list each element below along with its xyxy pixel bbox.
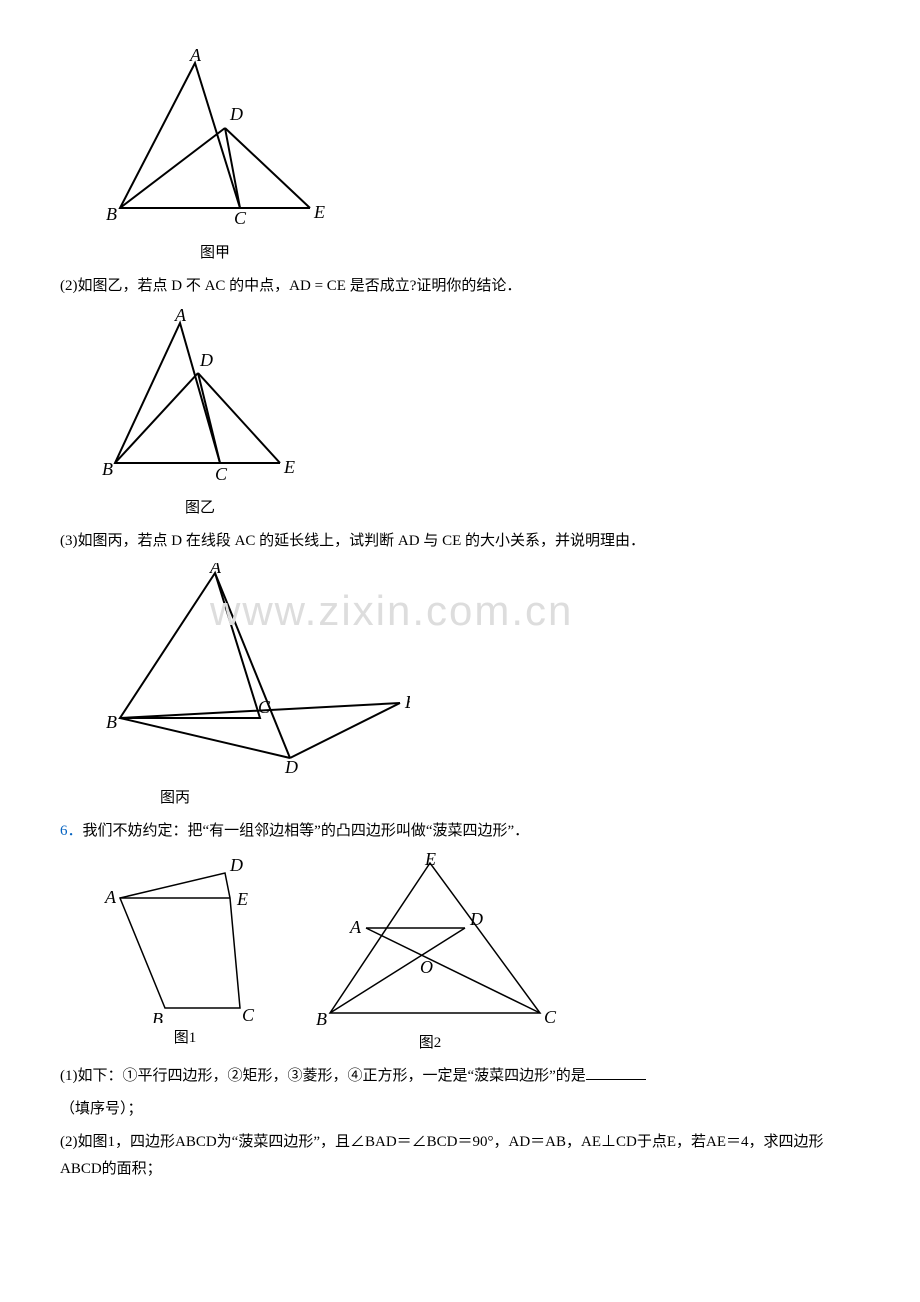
label-e: E [236,889,248,909]
label-o: O [420,957,433,977]
label-a: A [209,563,222,577]
figure-yi: A B C D E 图乙 [100,308,860,522]
question-6-number: 6． [60,823,83,839]
figure-2-svg: A B C D E O [300,853,560,1028]
figure-1-svg: A B C D E [100,853,270,1023]
label-b: B [106,204,117,224]
label-c: C [215,464,228,483]
label-d: D [229,855,243,875]
figure-jia-caption: 图甲 [100,240,330,267]
label-a: A [174,308,187,325]
label-e: E [313,202,325,222]
label-c: C [544,1007,557,1027]
label-c: C [234,208,247,228]
figure-bing-svg: A B C D E [100,563,410,773]
figure-jia-svg: A B C D E [100,48,330,228]
label-c: C [242,1005,255,1023]
question-2-text: (2)如图乙，若点 D 不 AC 的中点，AD = CE 是否成立?证明你的结论… [60,273,860,300]
figure-yi-svg: A B C D E [100,308,300,483]
figure-1-caption: 图1 [174,1025,197,1052]
label-c: C [258,697,271,717]
label-b: B [152,1009,163,1023]
label-e: E [424,853,436,869]
label-b: B [102,459,113,479]
question-6-1: (1)如下：①平行四边形，②矩形，③菱形，④正方形，一定是“菠菜四边形”的是 [60,1063,860,1090]
label-d: D [199,350,213,370]
label-d: D [229,104,243,124]
label-a: A [349,917,362,937]
figure-2-caption: 图2 [419,1030,442,1057]
question-6-intro: 6．我们不妨约定：把“有一组邻边相等”的凸四边形叫做“菠菜四边形”． [60,818,860,845]
figure-yi-caption: 图乙 [100,495,300,522]
figure-jia: A B C D E 图甲 [100,48,860,267]
label-e: E [404,692,410,712]
label-a: A [189,48,202,65]
label-b: B [106,712,117,732]
question-6-1-text-a: (1)如下：①平行四边形，②矩形，③菱形，④正方形，一定是“菠菜四边形”的是 [60,1068,586,1084]
figure-bing: A B C D E 图丙 [100,563,860,812]
label-d: D [469,909,483,929]
question-6-2: (2)如图1，四边形ABCD为“菠菜四边形”，且∠BAD＝∠BCD＝90°，AD… [60,1129,860,1183]
figure-bing-caption: 图丙 [160,785,360,812]
label-d: D [284,757,298,773]
label-b: B [316,1009,327,1028]
question-3-text: (3)如图丙，若点 D 在线段 AC 的延长线上，试判断 AD 与 CE 的大小… [60,528,860,555]
question-6-text: 我们不妨约定：把“有一组邻边相等”的凸四边形叫做“菠菜四边形”． [83,823,530,839]
label-e: E [283,457,295,477]
label-a: A [104,887,117,907]
question-6-1b: （填序号）； [60,1096,860,1123]
figures-1-2-row: A B C D E 图1 A B C D E O [100,853,860,1057]
blank-fill[interactable] [586,1064,646,1080]
